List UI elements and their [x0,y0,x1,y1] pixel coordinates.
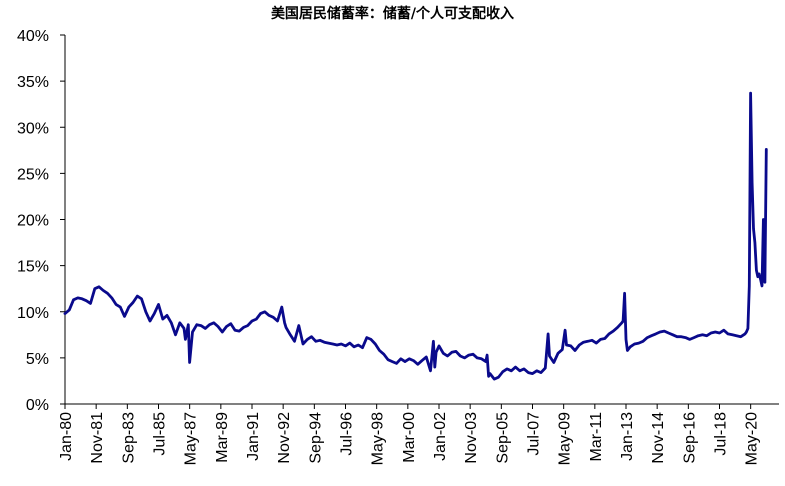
y-tick-label: 25% [17,166,49,183]
saving-rate-line [63,91,768,381]
y-tick-label: 40% [17,28,49,45]
chart-axes [64,35,779,405]
y-tick-label: 30% [17,120,49,137]
y-tick-label: 10% [17,305,49,322]
x-tick-label: Jan-80 [58,412,75,461]
x-tick-label: Nov-03 [463,412,480,464]
x-tick-label: May-09 [557,412,574,465]
x-tick-label: Nov-92 [276,412,293,464]
y-tick-label: 35% [17,74,49,91]
x-tick-label: Mar-89 [214,412,231,463]
x-tick-label: Nov-14 [650,412,667,464]
x-tick-label: Sep-05 [494,412,511,464]
x-tick-label: Mar-00 [401,412,418,463]
x-tick-label: Mar-11 [588,412,605,462]
x-tick-label: May-20 [744,412,761,465]
y-tick-label: 5% [26,351,49,368]
x-tick-label: Jan-91 [245,412,262,461]
x-tick-label: Sep-94 [307,412,324,464]
plot-area [63,91,768,381]
chart-title: 美国居民储蓄率：储蓄/个人可支配收入 [270,6,515,22]
x-axis-ticks: Jan-80 Nov-81 Sep-83 Jul-85 May-87 Mar-89 Jan-… [58,404,761,465]
x-tick-label: Jul-18 [713,412,730,456]
y-axis-ticks: 0% 5% 10% 15% 20% 25% 30% 35% 40% [17,28,65,414]
y-tick-label: 0% [26,397,49,414]
x-tick-label: May-87 [183,412,200,465]
x-tick-label: Sep-83 [120,412,137,464]
x-tick-label: Jul-85 [152,412,169,456]
x-tick-label: Jul-07 [526,412,543,456]
x-tick-label: Nov-81 [89,412,106,464]
x-tick-label: Jul-96 [339,412,356,456]
y-tick-label: 20% [17,213,49,230]
x-tick-label: Sep-16 [681,412,698,464]
x-tick-label: Jan-02 [432,412,449,461]
x-tick-label: Jan-13 [619,412,636,461]
x-tick-label: May-98 [370,412,387,465]
y-tick-label: 15% [17,259,49,276]
